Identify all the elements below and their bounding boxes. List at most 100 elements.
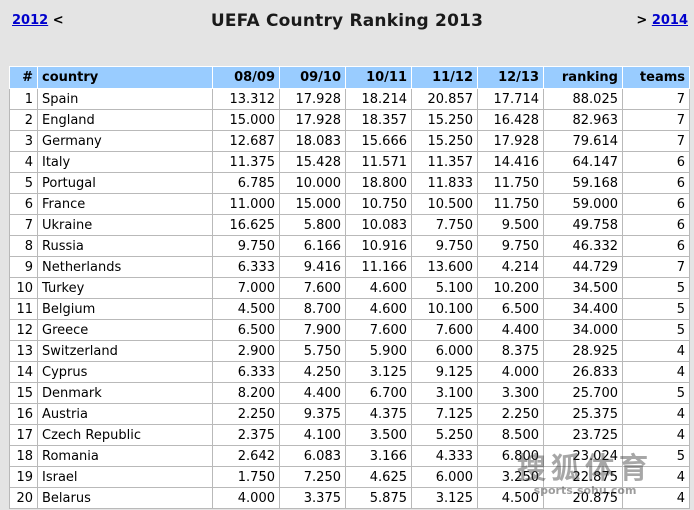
table-row: 15 Denmark 8.200 4.400 6.700 3.100 3.300 25.700… (9, 382, 690, 404)
cell-rank: 12 (9, 319, 38, 341)
cell-country: Austria (37, 403, 213, 425)
cell-teams: 7 (622, 109, 690, 131)
cell-1112: 20.857 (411, 88, 478, 110)
cell-1011: 15.666 (345, 130, 412, 152)
cell-1213: 11.750 (477, 172, 544, 194)
cell-0910: 3.375 (279, 487, 346, 509)
next-year-link[interactable]: 2014 (651, 13, 688, 28)
cell-0910: 8.700 (279, 298, 346, 320)
cell-1112: 3.125 (411, 487, 478, 509)
cell-1112: 7.750 (411, 214, 478, 236)
cell-0809: 11.375 (212, 151, 280, 173)
cell-1213: 11.750 (477, 193, 544, 215)
cell-country: Greece (37, 319, 213, 341)
cell-0809: 6.785 (212, 172, 280, 194)
cell-1112: 7.125 (411, 403, 478, 425)
cell-1011: 5.900 (345, 340, 412, 362)
cell-ranking: 46.332 (543, 235, 623, 257)
cell-ranking: 49.758 (543, 214, 623, 236)
cell-1011: 18.214 (345, 88, 412, 110)
cell-rank: 14 (9, 361, 38, 383)
cell-1213: 14.416 (477, 151, 544, 173)
cell-ranking: 82.963 (543, 109, 623, 131)
cell-ranking: 34.400 (543, 298, 623, 320)
cell-ranking: 26.833 (543, 361, 623, 383)
year-navigation: 2012 < UEFA Country Ranking 2013 > 2014 (0, 11, 694, 35)
cell-ranking: 88.025 (543, 88, 623, 110)
cell-1213: 4.500 (477, 487, 544, 509)
table-row: 8 Russia 9.750 6.166 10.916 9.750 9.750 46.332 6 (9, 235, 690, 257)
cell-country: Russia (37, 235, 213, 257)
cell-1213: 6.500 (477, 298, 544, 320)
cell-0910: 9.416 (279, 256, 346, 278)
table-row: 19 Israel 1.750 7.250 4.625 6.000 3.250 22.875 4 (9, 466, 690, 488)
cell-country: Portugal (37, 172, 213, 194)
cell-1112: 11.357 (411, 151, 478, 173)
col-header-1112: 11/12 (411, 66, 478, 89)
table-row: 20 Belarus 4.000 3.375 5.875 3.125 4.500 20.875… (9, 487, 690, 509)
cell-teams: 7 (622, 88, 690, 110)
cell-1011: 3.500 (345, 424, 412, 446)
cell-0910: 6.083 (279, 445, 346, 467)
cell-rank: 15 (9, 382, 38, 404)
cell-rank: 11 (9, 298, 38, 320)
cell-0910: 7.600 (279, 277, 346, 299)
cell-ranking: 64.147 (543, 151, 623, 173)
cell-ranking: 28.925 (543, 340, 623, 362)
cell-country: France (37, 193, 213, 215)
cell-0809: 2.250 (212, 403, 280, 425)
cell-1112: 11.833 (411, 172, 478, 194)
cell-0910: 4.100 (279, 424, 346, 446)
cell-1011: 7.600 (345, 319, 412, 341)
cell-country: Italy (37, 151, 213, 173)
cell-0809: 6.333 (212, 361, 280, 383)
cell-1112: 7.600 (411, 319, 478, 341)
cell-rank: 4 (9, 151, 38, 173)
col-header-0809: 08/09 (212, 66, 280, 89)
cell-1112: 3.100 (411, 382, 478, 404)
cell-rank: 13 (9, 340, 38, 362)
table-row: 10 Turkey 7.000 7.600 4.600 5.100 10.200 34.500… (9, 277, 690, 299)
cell-country: England (37, 109, 213, 131)
cell-0809: 6.500 (212, 319, 280, 341)
table-row: 14 Cyprus 6.333 4.250 3.125 9.125 4.000 26.833 4 (9, 361, 690, 383)
cell-1213: 8.500 (477, 424, 544, 446)
cell-country: Switzerland (37, 340, 213, 362)
cell-0809: 7.000 (212, 277, 280, 299)
cell-1011: 5.875 (345, 487, 412, 509)
cell-0809: 4.500 (212, 298, 280, 320)
prev-year-nav: 2012 < (12, 13, 64, 28)
cell-1213: 16.428 (477, 109, 544, 131)
cell-1112: 4.333 (411, 445, 478, 467)
cell-0910: 15.428 (279, 151, 346, 173)
cell-0910: 9.375 (279, 403, 346, 425)
col-header-ranking: ranking (543, 66, 623, 89)
cell-0910: 15.000 (279, 193, 346, 215)
cell-0809: 9.750 (212, 235, 280, 257)
cell-1213: 4.214 (477, 256, 544, 278)
cell-1112: 6.000 (411, 340, 478, 362)
cell-country: Czech Republic (37, 424, 213, 446)
cell-0910: 10.000 (279, 172, 346, 194)
table-row: 4 Italy 11.375 15.428 11.571 11.357 14.416 64.1… (9, 151, 690, 173)
cell-1112: 13.600 (411, 256, 478, 278)
cell-rank: 7 (9, 214, 38, 236)
prev-year-link[interactable]: 2012 (12, 13, 49, 28)
cell-0809: 11.000 (212, 193, 280, 215)
cell-1011: 18.357 (345, 109, 412, 131)
next-year-nav: > 2014 (636, 13, 688, 28)
col-header-1213: 12/13 (477, 66, 544, 89)
cell-0910: 5.800 (279, 214, 346, 236)
table-row: 5 Portugal 6.785 10.000 18.800 11.833 11.750 59… (9, 172, 690, 194)
table-header-row: # country 08/09 09/10 10/11 11/12 12/13 … (9, 66, 690, 89)
cell-teams: 4 (622, 466, 690, 488)
cell-0910: 7.250 (279, 466, 346, 488)
cell-1112: 5.100 (411, 277, 478, 299)
cell-1213: 4.000 (477, 361, 544, 383)
cell-1213: 17.714 (477, 88, 544, 110)
cell-0910: 17.928 (279, 88, 346, 110)
cell-1213: 9.500 (477, 214, 544, 236)
cell-1011: 4.375 (345, 403, 412, 425)
cell-teams: 4 (622, 403, 690, 425)
table-row: 16 Austria 2.250 9.375 4.375 7.125 2.250 25.375… (9, 403, 690, 425)
